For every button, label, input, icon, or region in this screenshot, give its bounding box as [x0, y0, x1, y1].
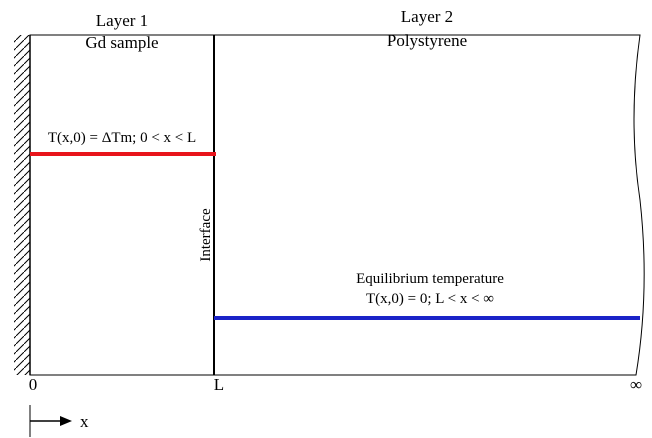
- axis-label: L: [214, 375, 224, 394]
- layer-label: Layer 1: [96, 11, 148, 30]
- layer-material: Polystyrene: [387, 31, 467, 50]
- x-arrowhead: [60, 416, 72, 426]
- wall-hatch: [14, 35, 30, 375]
- domain-box: [29, 34, 645, 376]
- initial-condition: T(x,0) = ΔTm; 0 < x < L: [48, 130, 196, 146]
- layer-material: Gd sample: [85, 33, 158, 52]
- interface-label: Interface: [198, 208, 214, 262]
- axis-label: 0: [29, 375, 38, 394]
- x-label: x: [80, 412, 89, 431]
- condition: T(x,0) = 0; L < x < ∞: [366, 291, 494, 307]
- condition-title: Equilibrium temperature: [356, 271, 504, 287]
- axis-label: ∞: [630, 375, 642, 394]
- layer-label: Layer 2: [401, 7, 453, 26]
